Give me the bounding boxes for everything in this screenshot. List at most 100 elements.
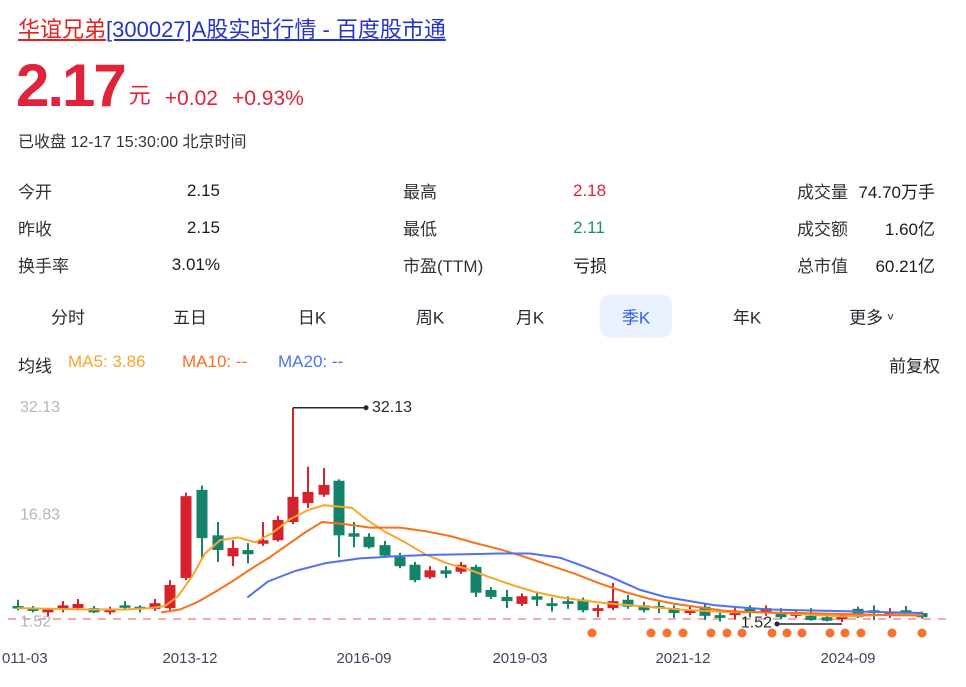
event-dot: [678, 628, 688, 638]
candle-body: [302, 491, 314, 504]
y-axis-label: 1.52: [20, 614, 51, 631]
candle-body: [470, 566, 482, 593]
candle-body: [760, 608, 772, 614]
candle-body: [379, 545, 391, 556]
tab-分时[interactable]: 分时: [51, 304, 85, 329]
ma10-legend: MA10: --: [182, 352, 248, 371]
candle-body: [42, 609, 54, 613]
stat-value: 60.21亿: [875, 257, 935, 276]
event-dot: [706, 628, 716, 638]
candle-body: [577, 599, 589, 611]
stat-label: 市盈(TTM): [403, 257, 484, 276]
x-axis-label: 2019-03: [492, 650, 548, 667]
event-dot: [917, 628, 927, 638]
event-dot: [840, 628, 850, 638]
candle-body: [714, 615, 726, 618]
stat-value: 2.15: [186, 180, 220, 200]
stat-value: 1.60亿: [884, 220, 935, 239]
candle-body: [348, 533, 360, 537]
candle-body: [562, 601, 574, 604]
x-axis-label: 2013-12: [162, 650, 218, 667]
high-annotation-label: 32.13: [372, 399, 412, 416]
stat-市盈(TTM): 市盈(TTM) 亏损: [403, 246, 633, 283]
chart-period-tabs: 分时 五日 日K 周K 月K 季K 年K 更多 ∨: [0, 292, 966, 340]
chart-canvas[interactable]: 32.13 16.83 1.52 32.13 1.52: [0, 388, 966, 650]
candle-body: [516, 596, 528, 604]
candle-body: [196, 489, 208, 539]
candle-body: [622, 599, 634, 607]
stat-今开: 今开 2.15: [18, 172, 220, 209]
candle-body: [744, 608, 756, 613]
candle-body: [729, 612, 741, 616]
event-dot: [797, 628, 807, 638]
candle-body: [805, 615, 817, 621]
tab-label: 月K: [515, 308, 545, 328]
price-change: +0.02: [164, 87, 218, 110]
tab-label: 季K: [621, 308, 651, 328]
event-dot: [782, 628, 792, 638]
candle-body: [775, 613, 787, 618]
tab-周K[interactable]: 周K: [416, 304, 444, 329]
market-status: 已收盘 12-17 15:30:00 北京时间: [18, 134, 247, 151]
event-dot: [587, 628, 597, 638]
candle-body: [104, 608, 116, 613]
event-dot: [722, 628, 732, 638]
ma5-line: [17, 504, 923, 618]
candle-body: [394, 557, 406, 567]
stat-label: 总市值: [797, 257, 848, 276]
price-unit: 元: [128, 83, 151, 108]
candle-body: [821, 617, 833, 621]
price-block: 2.17 元 +0.02 +0.93%: [16, 56, 304, 116]
candle-body: [424, 570, 436, 578]
ma-legend-bar: 均线 MA5: 3.86 MA10: -- MA20: -- 前复权: [0, 352, 966, 378]
candle-body: [363, 536, 375, 548]
tab-label: 更多: [849, 308, 884, 328]
candle-body: [257, 540, 269, 544]
stat-value: 亏损: [573, 257, 607, 276]
title-rest: [300027]A股实时行情 - 百度股市通: [106, 17, 446, 42]
tab-更多[interactable]: 更多 ∨: [849, 304, 895, 329]
event-dot: [737, 628, 747, 638]
ma5-legend: MA5: 3.86: [68, 352, 146, 371]
event-dots-layer: [587, 628, 927, 638]
candles-layer: [12, 407, 928, 622]
stat-成交额: 成交额 1.60亿: [797, 209, 935, 246]
candle-body: [668, 608, 680, 614]
tab-月K[interactable]: 月K: [516, 304, 544, 329]
tab-日K[interactable]: 日K: [298, 304, 326, 329]
stat-最高: 最高 2.18: [403, 172, 633, 209]
tab-季K[interactable]: 季K: [599, 294, 673, 338]
stat-label: 换手率: [18, 257, 69, 276]
y-axis-label: 32.13: [20, 399, 60, 416]
candle-body: [592, 608, 604, 611]
price-change-percent: +0.93%: [231, 87, 304, 110]
candle-body: [501, 596, 513, 602]
tab-年K[interactable]: 年K: [733, 304, 761, 329]
stat-换手率: 换手率 3.01%: [18, 246, 220, 283]
event-dot: [767, 628, 777, 638]
y-axis-label: 16.83: [20, 506, 60, 523]
x-axis-label: 2016-09: [336, 650, 392, 667]
stat-value: 2.15: [186, 217, 220, 237]
stat-label: 成交额: [797, 220, 848, 239]
candle-body: [149, 603, 161, 609]
tab-五日[interactable]: 五日: [173, 304, 207, 329]
candle-body: [684, 610, 696, 614]
stat-value: 74.70万手: [858, 183, 935, 202]
ma20-legend: MA20: --: [278, 352, 344, 371]
candle-body: [119, 605, 131, 608]
tab-label: 周K: [415, 308, 445, 328]
stat-昨收: 昨收 2.15: [18, 209, 220, 246]
candlestick-chart[interactable]: 32.13 16.83 1.52 32.13 1.52: [0, 388, 966, 650]
result-title-link[interactable]: 华谊兄弟[300027]A股实时行情 - 百度股市通: [18, 16, 446, 44]
chevron-down-icon: ∨: [886, 310, 895, 322]
candle-body: [180, 496, 192, 579]
candle-body: [164, 585, 176, 609]
candle-body: [242, 550, 254, 555]
candle-body: [287, 496, 299, 523]
adjust-mode-toggle[interactable]: 前复权: [889, 357, 940, 376]
tab-label: 五日: [173, 308, 207, 328]
event-dot: [856, 628, 866, 638]
candle-body: [485, 589, 497, 597]
candle-body: [884, 612, 896, 615]
